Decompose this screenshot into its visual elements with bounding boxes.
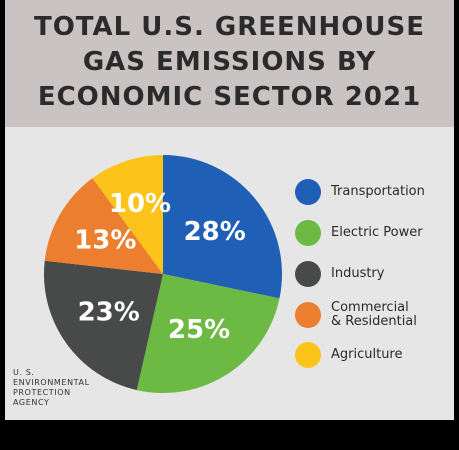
agency-credit: U. S. ENVIRONMENTAL PROTECTION AGENCY xyxy=(13,368,103,408)
legend-label-commercial-residential: Commercial & Residential xyxy=(331,300,417,329)
title-line-3: ECONOMIC SECTOR 2021 xyxy=(37,82,422,112)
chart-title: TOTAL U.S. GREENHOUSE GAS EMISSIONS BY E… xyxy=(5,10,454,115)
title-line-2: GAS EMISSIONS BY xyxy=(82,47,377,77)
legend-swatch-electric-power xyxy=(295,220,321,246)
agency-line-2: ENVIRONMENTAL xyxy=(13,378,90,387)
infographic-card: TOTAL U.S. GREENHOUSE GAS EMISSIONS BY E… xyxy=(5,0,454,420)
title-line-1: TOTAL U.S. GREENHOUSE xyxy=(33,12,426,42)
legend-label-agriculture: Agriculture xyxy=(331,347,403,362)
agency-line-3: PROTECTION xyxy=(13,388,71,397)
pie-label-transportation: 28% xyxy=(184,217,246,247)
title-banner: TOTAL U.S. GREENHOUSE GAS EMISSIONS BY E… xyxy=(5,0,454,127)
pie-slice-industry xyxy=(43,260,163,391)
agency-line-1: U. S. xyxy=(13,368,35,377)
legend-item-industry: Industry xyxy=(295,261,449,287)
legend-swatch-commercial-residential xyxy=(295,302,321,328)
legend-label-industry: Industry xyxy=(331,266,385,281)
pie-label-commercial-residential: 13% xyxy=(74,226,136,256)
pie-label-agriculture: 10% xyxy=(109,189,171,219)
legend-item-commercial-residential: Commercial & Residential xyxy=(295,301,419,329)
legend-swatch-agriculture xyxy=(295,342,321,368)
pie-label-industry: 23% xyxy=(78,298,140,328)
legend-label-transportation: Transportation xyxy=(331,184,425,199)
legend-item-agriculture: Agriculture xyxy=(295,342,449,368)
agency-line-4: AGENCY xyxy=(13,398,50,407)
pie-label-electric-power: 25% xyxy=(168,315,230,345)
legend-swatch-industry xyxy=(295,261,321,287)
pie-slice-agriculture xyxy=(92,155,163,274)
legend-item-electric-power: Electric Power xyxy=(295,220,449,246)
legend-item-transportation: Transportation xyxy=(295,179,449,205)
pie-slice-commercial-residential xyxy=(44,178,163,274)
legend-label-electric-power: Electric Power xyxy=(331,225,423,240)
legend-swatch-transportation xyxy=(295,179,321,205)
pie-chart: 28% 25% 23% 13% 10% xyxy=(43,155,282,394)
pie-slice-electric-power xyxy=(136,274,280,394)
pie-slice-transportation xyxy=(163,155,282,299)
